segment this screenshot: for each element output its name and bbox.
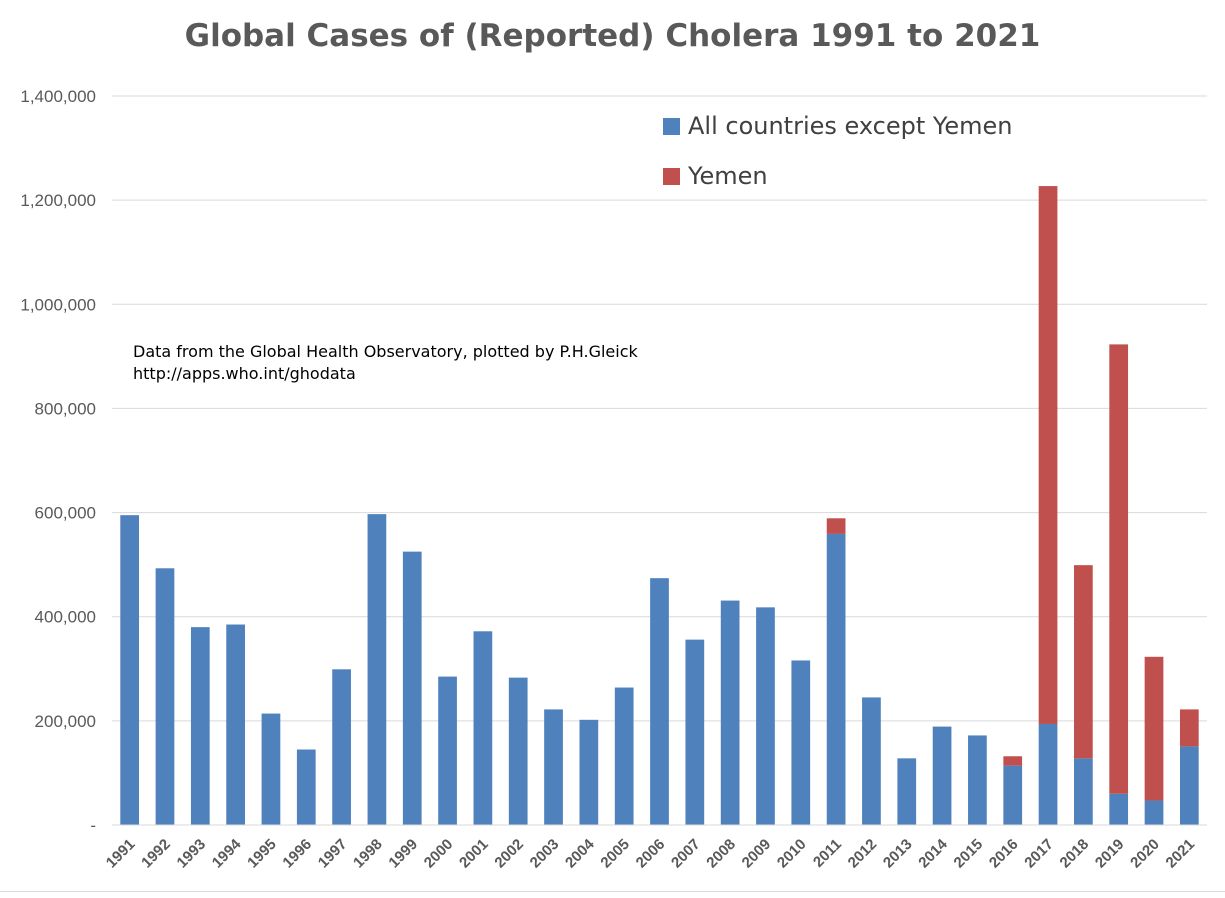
x-tick-label: 2011	[810, 836, 845, 871]
bar	[120, 515, 140, 825]
annotation-line: Data from the Global Health Observatory,…	[133, 342, 638, 361]
bar	[862, 697, 881, 825]
y-tick-label: 400,000	[35, 608, 96, 627]
bars	[120, 186, 1199, 825]
legend-item-yemen: Yemen	[663, 161, 1012, 191]
x-tick-label: 2009	[739, 836, 775, 872]
bar	[508, 677, 528, 825]
bar	[1109, 344, 1129, 794]
y-tick-label: 1,400,000	[20, 87, 96, 106]
bar	[1179, 709, 1199, 747]
x-tick-label: 2001	[456, 836, 492, 872]
bottom-border	[0, 891, 1225, 892]
bar	[720, 600, 740, 825]
bar	[1074, 758, 1093, 825]
y-tick-label: 800,000	[35, 399, 96, 418]
x-tick-label: 1992	[138, 836, 174, 872]
bar	[1074, 565, 1093, 759]
x-tick-label: 1995	[244, 836, 280, 872]
y-tick-label: -	[90, 816, 96, 835]
legend-label: Yemen	[688, 162, 768, 190]
x-axis: 1991 1992 1993 1994 1995 1996 1997 1998 1999 2000…	[103, 835, 1198, 871]
bar	[826, 518, 846, 534]
legend: All countries except Yemen Yemen	[663, 111, 1012, 211]
bar	[614, 687, 634, 825]
source-annotation: Data from the Global Health Observatory,…	[133, 341, 638, 385]
bar	[826, 533, 846, 825]
x-tick-label: 2004	[562, 835, 598, 871]
bar	[438, 676, 457, 825]
bar	[155, 568, 175, 825]
bar	[1109, 793, 1129, 825]
bar	[897, 758, 917, 825]
chart-title: Global Cases of (Reported) Cholera 1991 …	[184, 18, 1041, 54]
annotation-url: http://apps.who.int/ghodata	[133, 364, 356, 383]
y-tick-label: 1,000,000	[20, 295, 96, 314]
bar	[261, 713, 281, 825]
bar	[1003, 765, 1023, 825]
x-tick-label: 2008	[703, 836, 739, 872]
x-tick-label: 1996	[279, 836, 315, 872]
bar	[1179, 746, 1199, 825]
x-tick-label: 2003	[527, 836, 563, 872]
bar	[473, 631, 493, 825]
x-tick-label: 2013	[880, 836, 916, 872]
x-tick-label: 2005	[597, 836, 633, 872]
bar	[968, 735, 987, 825]
bar	[190, 627, 210, 825]
x-tick-label: 2014	[915, 835, 951, 871]
bar	[332, 669, 351, 825]
x-tick-label: 2020	[1127, 836, 1163, 872]
bar	[650, 578, 669, 825]
y-tick-label: 200,000	[35, 712, 96, 731]
bar	[685, 639, 705, 825]
legend-item-non-yemen: All countries except Yemen	[663, 111, 1012, 141]
bar	[226, 624, 245, 825]
x-tick-label: 1991	[103, 836, 139, 872]
x-tick-label: 2002	[491, 836, 527, 872]
bar	[579, 719, 599, 825]
bar	[932, 726, 952, 825]
bar	[756, 607, 775, 825]
legend-swatch	[663, 117, 680, 135]
bar	[544, 709, 563, 825]
bar	[1144, 800, 1164, 825]
bar	[1144, 656, 1164, 801]
x-tick-label: 1997	[315, 836, 351, 872]
x-tick-label: 2018	[1057, 836, 1093, 872]
bar	[367, 514, 387, 825]
x-tick-label: 2012	[845, 836, 881, 872]
y-tick-label: 600,000	[35, 504, 96, 523]
x-tick-label: 1994	[209, 835, 245, 871]
x-tick-label: 2015	[951, 836, 987, 872]
y-tick-label: 1,200,000	[20, 191, 96, 210]
bar	[296, 749, 316, 825]
legend-label: All countries except Yemen	[688, 112, 1013, 140]
x-tick-label: 2006	[633, 836, 669, 872]
x-tick-label: 2021	[1163, 836, 1199, 872]
bar	[1003, 756, 1023, 766]
x-tick-label: 1998	[350, 836, 386, 872]
bar	[1038, 723, 1058, 825]
legend-swatch	[663, 167, 680, 185]
y-axis: - 200,000 400,000 600,000 800,000 1,000,000 1,…	[20, 87, 1207, 835]
x-tick-label: 2007	[668, 836, 704, 872]
bar	[791, 660, 811, 825]
x-tick-label: 2019	[1092, 836, 1128, 872]
x-tick-label: 2010	[774, 836, 810, 872]
x-tick-label: 2016	[986, 836, 1022, 872]
bar	[1038, 186, 1058, 724]
x-tick-label: 1993	[174, 836, 210, 872]
x-tick-label: 1999	[385, 836, 421, 872]
x-tick-label: 2000	[421, 836, 457, 872]
bar	[402, 551, 422, 825]
x-tick-label: 2017	[1021, 836, 1057, 872]
